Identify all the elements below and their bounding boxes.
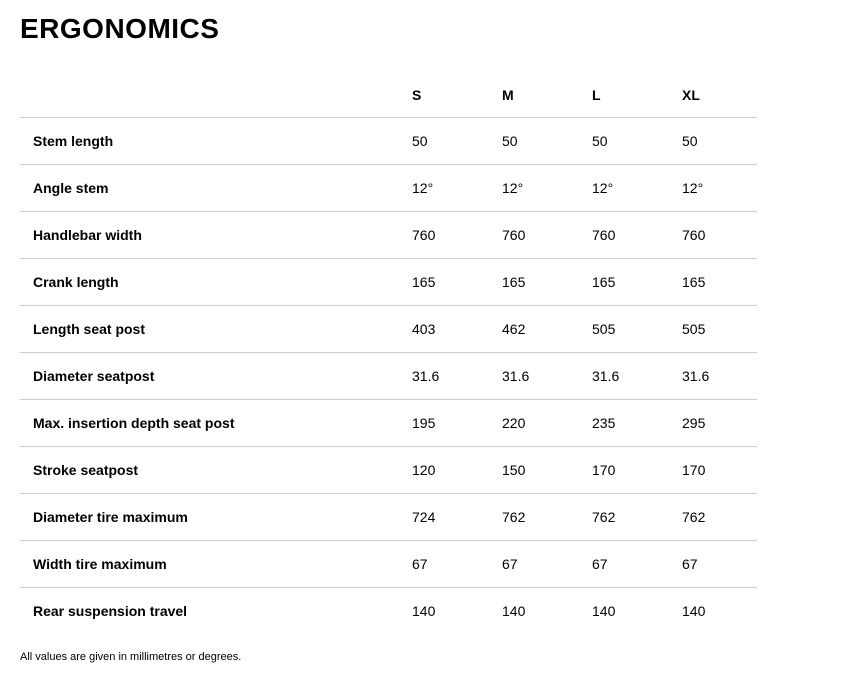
cell-value: 195 — [412, 399, 502, 448]
cell-value: 140 — [592, 603, 616, 620]
cell-value: 724 — [412, 493, 502, 542]
row-label: Rear suspension travel — [33, 603, 188, 620]
table-row: Handlebar width 760 760 760 760 — [20, 211, 757, 260]
cell-value: 760 — [502, 211, 592, 260]
cell-value: 165 — [502, 258, 592, 307]
table-row: Stem length 50 50 50 50 — [20, 117, 757, 166]
column-header-xl: XL — [682, 72, 757, 119]
cell-value: 67 — [682, 540, 757, 589]
cell-value: 31.6 — [412, 352, 502, 401]
cell-value: 31.6 — [682, 352, 757, 401]
table-row: Rear suspension travel 140 140 140 140 — [20, 588, 757, 635]
row-label: Stem length — [20, 117, 412, 166]
cell-value: 12° — [682, 164, 757, 213]
column-header-s: S — [412, 72, 502, 119]
cell-value: 50 — [412, 117, 502, 166]
cell-value: 31.6 — [592, 352, 682, 401]
table-row: Crank length 165 165 165 165 — [20, 258, 757, 307]
cell-value: 165 — [412, 258, 502, 307]
table-row: Angle stem 12° 12° 12° 12° — [20, 164, 757, 213]
row-label: Stroke seatpost — [20, 446, 412, 495]
cell-value: 760 — [412, 211, 502, 260]
label-column-spacer — [20, 72, 412, 119]
table-row: Length seat post 403 462 505 505 — [20, 305, 757, 354]
row-label: Crank length — [20, 258, 412, 307]
cell-value: 295 — [682, 399, 757, 448]
cell-value: 165 — [592, 258, 682, 307]
cell-value: 505 — [682, 305, 757, 354]
cell-value: 67 — [412, 540, 502, 589]
cell-value: 50 — [502, 117, 592, 166]
table-row: Width tire maximum 67 67 67 67 — [20, 540, 757, 589]
cell-value: 762 — [502, 493, 592, 542]
cell-value: 220 — [502, 399, 592, 448]
row-label: Width tire maximum — [20, 540, 412, 589]
row-label: Diameter tire maximum — [20, 493, 412, 542]
cell-value: 120 — [412, 446, 502, 495]
cell-value: 762 — [592, 493, 682, 542]
row-label: Angle stem — [20, 164, 412, 213]
cell-value: 165 — [682, 258, 757, 307]
cell-value: 760 — [682, 211, 757, 260]
cell-value: 50 — [682, 117, 757, 166]
row-label: Handlebar width — [20, 211, 412, 260]
footnote: All values are given in millimetres or d… — [20, 651, 242, 664]
cell-value: 67 — [502, 540, 592, 589]
page-title: ERGONOMICS — [20, 13, 220, 44]
cell-value: 170 — [592, 446, 682, 495]
row-label: Length seat post — [20, 305, 412, 354]
table-row: Diameter seatpost 31.6 31.6 31.6 31.6 — [20, 352, 757, 401]
table-row: Max. insertion depth seat post 195 220 235 2… — [20, 399, 757, 448]
cell-value: 12° — [502, 164, 592, 213]
row-label: Max. insertion depth seat post — [20, 399, 412, 448]
cell-value: 50 — [592, 117, 682, 166]
cell-value: 150 — [502, 446, 592, 495]
column-header-l: L — [592, 72, 682, 119]
cell-value: 67 — [592, 540, 682, 589]
cell-value: 12° — [592, 164, 682, 213]
table-body: Stem length 50 50 50 50 Angle stem 12° 12° 12° 12… — [20, 117, 757, 635]
column-header-m: M — [502, 72, 592, 119]
cell-value: 762 — [682, 493, 757, 542]
cell-value: 12° — [412, 164, 502, 213]
cell-value: 140 — [412, 603, 436, 620]
table-row: Stroke seatpost 120 150 170 170 — [20, 446, 757, 495]
table-row: Diameter tire maximum 724 762 762 762 — [20, 493, 757, 542]
row-label: Diameter seatpost — [20, 352, 412, 401]
cell-value: 140 — [502, 603, 526, 620]
cell-value: 403 — [412, 305, 502, 354]
table-header-row: S M L XL — [20, 72, 757, 119]
cell-value: 140 — [682, 603, 706, 620]
cell-value: 170 — [682, 446, 757, 495]
cell-value: 462 — [502, 305, 592, 354]
cell-value: 31.6 — [502, 352, 592, 401]
cell-value: 235 — [592, 399, 682, 448]
ergonomics-table: S M L XL Stem length 50 50 50 50 Angle stem 12… — [20, 72, 757, 634]
cell-value: 760 — [592, 211, 682, 260]
cell-value: 505 — [592, 305, 682, 354]
